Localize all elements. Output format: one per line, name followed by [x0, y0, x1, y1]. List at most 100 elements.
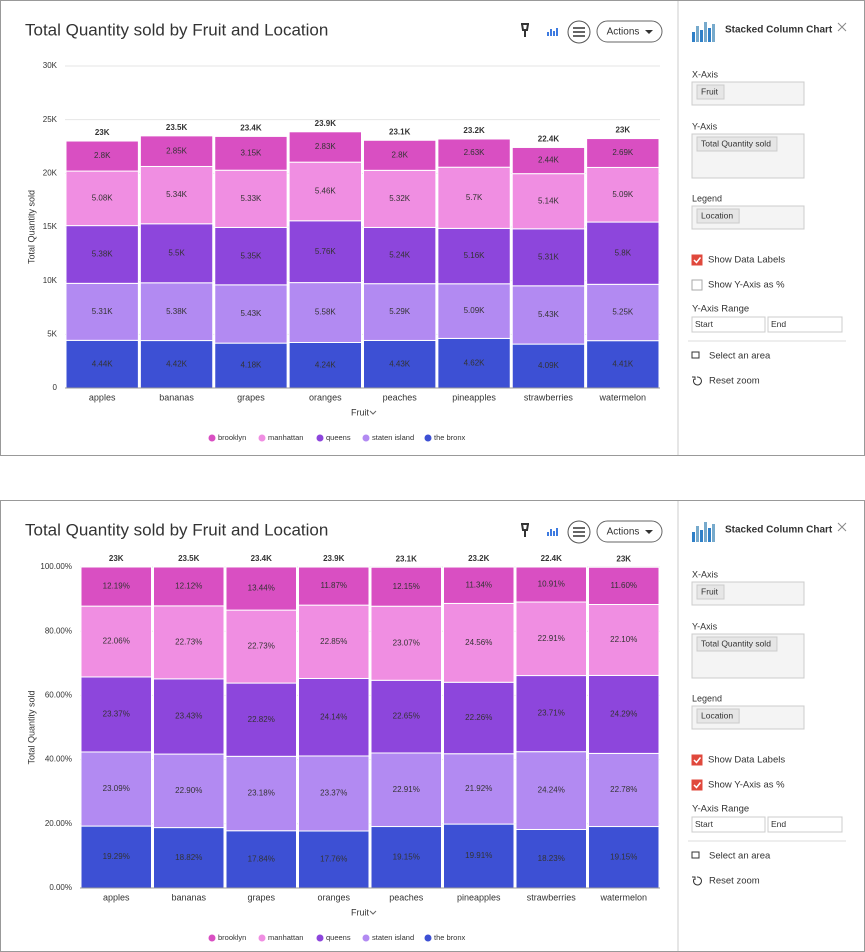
- legend-label[interactable]: the bronx: [434, 933, 466, 942]
- data-label: 4.41K: [612, 359, 634, 368]
- checkbox[interactable]: [691, 754, 703, 766]
- legend-label[interactable]: manhattan: [268, 933, 303, 942]
- field-label: Y-Axis: [692, 121, 718, 131]
- legend-label[interactable]: brooklyn: [218, 933, 246, 942]
- total-label: 23.5K: [178, 554, 200, 563]
- data-label: 5.14K: [538, 196, 560, 205]
- actions-button[interactable]: [596, 20, 663, 43]
- range-start-input[interactable]: [691, 316, 766, 333]
- bar-segment: [586, 340, 660, 389]
- total-label: 23.2K: [463, 126, 485, 135]
- actions-label[interactable]: Actions: [607, 527, 640, 538]
- y-tick-label: 30K: [43, 61, 58, 70]
- y-tick-label: 40.00%: [45, 755, 72, 764]
- range-start-input[interactable]: [691, 816, 766, 833]
- checkbox[interactable]: [691, 279, 703, 291]
- field-chip[interactable]: Fruit: [701, 586, 719, 596]
- range-end-placeholder: End: [771, 819, 786, 829]
- data-label: 22.73%: [248, 642, 275, 651]
- bar-segment: [586, 221, 660, 285]
- bar-segment: [443, 566, 515, 604]
- x-tick-label: peaches: [383, 392, 418, 402]
- actions-button[interactable]: [596, 520, 663, 543]
- pin-icon[interactable]: [521, 23, 529, 37]
- field-chip[interactable]: Location: [701, 710, 733, 720]
- select-area[interactable]: Select an area: [709, 351, 771, 362]
- total-label: 22.4K: [541, 554, 563, 563]
- close-icon[interactable]: [837, 22, 847, 32]
- data-label: 5.46K: [315, 187, 337, 196]
- data-label: 5.09K: [464, 306, 486, 315]
- bar-segment: [139, 223, 214, 284]
- close-icon[interactable]: [837, 522, 847, 532]
- checkbox[interactable]: [691, 254, 703, 266]
- x-axis-chevron[interactable]: [369, 910, 377, 915]
- y-axis-title: Total Quantity sold: [26, 690, 36, 764]
- bar-segment: [225, 566, 297, 611]
- settings-icon-lines[interactable]: [573, 27, 585, 37]
- data-label: 2.8K: [391, 150, 408, 159]
- bar-segment: [288, 341, 362, 389]
- bar-segment: [370, 679, 442, 754]
- x-axis-chevron[interactable]: [369, 410, 377, 415]
- legend-label[interactable]: staten island: [372, 433, 414, 442]
- y-axis-title: Total Quantity sold: [26, 190, 36, 264]
- bar-segment: [443, 753, 515, 825]
- field-chip[interactable]: Total Quantity sold: [701, 638, 771, 648]
- total-label: 23.1K: [389, 127, 411, 136]
- bar-segment: [511, 173, 586, 230]
- actions-caret: [645, 530, 653, 534]
- data-label: 2.69K: [612, 148, 634, 157]
- y-tick-label: 20.00%: [45, 819, 72, 828]
- legend-label[interactable]: the bronx: [434, 433, 466, 442]
- bar-segment: [511, 343, 586, 389]
- y-tick-label: 0: [53, 383, 58, 392]
- field-chip[interactable]: Total Quantity sold: [701, 138, 771, 148]
- checkbox[interactable]: [691, 779, 703, 791]
- data-label: 5.38K: [92, 250, 114, 259]
- legend-label[interactable]: queens: [326, 933, 351, 942]
- bar-segment: [363, 339, 437, 389]
- bar-segment: [588, 826, 660, 889]
- bar-segment: [298, 604, 370, 679]
- legend-label[interactable]: queens: [326, 433, 351, 442]
- select-area[interactable]: Select an area: [709, 851, 771, 862]
- data-label: 4.42K: [166, 359, 188, 368]
- range-end-input[interactable]: [767, 816, 843, 833]
- bar-segment: [586, 166, 660, 223]
- checkbox-label[interactable]: Show Data Labels: [708, 255, 785, 266]
- reset-zoom[interactable]: Reset zoom: [709, 376, 760, 387]
- data-label: 21.92%: [465, 784, 492, 793]
- legend-label[interactable]: staten island: [372, 933, 414, 942]
- bar-segment: [443, 602, 515, 683]
- total-label: 23.9K: [315, 119, 337, 128]
- data-label: 12.15%: [393, 582, 420, 591]
- actions-label[interactable]: Actions: [607, 27, 640, 38]
- field-chip[interactable]: Location: [701, 210, 733, 220]
- settings-icon-lines[interactable]: [573, 527, 585, 537]
- y-tick-label: 0.00%: [49, 883, 72, 892]
- pin-icon[interactable]: [521, 523, 529, 537]
- range-end-input[interactable]: [767, 316, 843, 333]
- checkbox-label[interactable]: Show Data Labels: [708, 755, 785, 766]
- reset-zoom[interactable]: Reset zoom: [709, 876, 760, 887]
- x-tick-label: peaches: [389, 892, 424, 902]
- bar-segment: [288, 161, 362, 222]
- chart-type-icon-bar: [692, 532, 695, 542]
- legend-swatch: [208, 434, 216, 442]
- y-tick-label: 25K: [43, 115, 58, 124]
- bar-segment: [443, 681, 515, 755]
- bar-segment: [370, 566, 442, 607]
- chart-type-icon-bar: [704, 22, 707, 42]
- chart-type-name: Stacked Column Chart: [725, 525, 833, 536]
- field-chip[interactable]: Fruit: [701, 86, 719, 96]
- checkbox-label[interactable]: Show Y-Axis as %: [708, 280, 785, 291]
- field-chip-box: [696, 84, 725, 100]
- legend-label[interactable]: brooklyn: [218, 433, 246, 442]
- total-label: 23.4K: [240, 124, 262, 133]
- legend-label[interactable]: manhattan: [268, 433, 303, 442]
- data-label: 5.09K: [612, 190, 634, 199]
- checkbox-label[interactable]: Show Y-Axis as %: [708, 780, 785, 791]
